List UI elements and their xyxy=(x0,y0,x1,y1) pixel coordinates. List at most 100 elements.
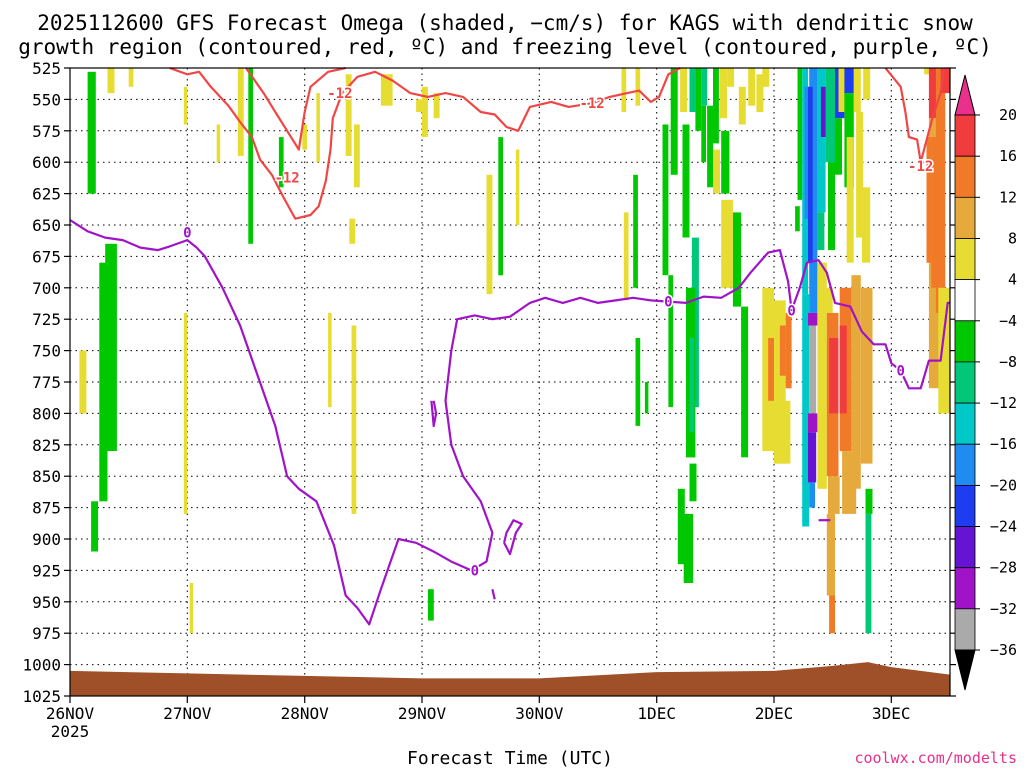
omega-cell-12 xyxy=(248,68,253,244)
y-tick-label-11: 800 xyxy=(32,404,61,423)
omega-cell-28 xyxy=(515,149,520,225)
omega-cell-82 xyxy=(817,212,825,251)
omega-cell-32 xyxy=(635,338,641,426)
omega-cell-52 xyxy=(756,74,764,112)
y-tick-label-6: 675 xyxy=(32,247,61,266)
omega-cell-62 xyxy=(721,130,730,194)
omega-cell-2 xyxy=(91,501,99,552)
omega-cell-69 xyxy=(797,68,803,200)
omega-cell-92 xyxy=(829,595,835,634)
dendritic-snow-growth-minus12-label-0: -12 xyxy=(327,86,352,102)
omega-cell-25 xyxy=(433,93,440,119)
omega-cell-107 xyxy=(865,488,873,514)
x-axis-label: Forecast Time (UTC) xyxy=(407,748,613,768)
omega-cell-14 xyxy=(302,124,307,150)
omega-cell-33 xyxy=(635,68,641,106)
omega-cell-9 xyxy=(189,583,194,634)
omega-cell-90 xyxy=(828,476,840,514)
colorbar-bin-4 xyxy=(954,238,976,281)
colorbar-bin-13 xyxy=(954,608,976,651)
freezing-level-0-line-1 xyxy=(430,400,438,428)
x-tick-label-4: 30NOV xyxy=(515,704,564,723)
omega-cell-24 xyxy=(427,589,434,621)
omega-cell-74 xyxy=(809,68,818,313)
colorbar-tick-label-10: −24 xyxy=(990,518,1017,536)
omega-cell-68 xyxy=(779,325,786,376)
y-tick-label-18: 975 xyxy=(32,624,61,643)
y-tick-label-3: 600 xyxy=(32,153,61,172)
omega-cell-98 xyxy=(846,137,854,263)
omega-cell-26 xyxy=(486,174,493,295)
omega-cell-73 xyxy=(804,86,810,219)
omega-cell-7 xyxy=(183,86,188,125)
colorbar-bin-1 xyxy=(954,114,976,157)
y-tick-label-10: 775 xyxy=(32,373,61,392)
contour-lines xyxy=(69,66,950,626)
y-tick-label-16: 925 xyxy=(32,561,61,580)
x-tick-label-6: 2DEC xyxy=(755,704,794,723)
grid-lines xyxy=(70,68,950,696)
omega-cell-19 xyxy=(351,325,357,514)
omega-cell-104 xyxy=(856,112,864,238)
colorbar-bin-2 xyxy=(954,155,976,198)
omega-cell-10 xyxy=(216,124,221,163)
colorbar-bin-12 xyxy=(954,567,976,610)
colorbar-bin-7 xyxy=(954,361,976,404)
omega-cell-60 xyxy=(732,212,742,307)
dendritic-snow-growth-minus12-line-0 xyxy=(169,66,681,220)
omega-cell-30 xyxy=(623,212,629,301)
omega-cell-1 xyxy=(87,71,96,194)
x-tick-label-2: 28NOV xyxy=(281,704,330,723)
omega-cell-39 xyxy=(682,124,690,238)
colorbar-bin-5 xyxy=(954,279,976,322)
y-tick-label-4: 625 xyxy=(32,185,61,204)
omega-cell-56 xyxy=(677,488,685,565)
chart-title-line-2: growth region (contoured, red, ºC) and f… xyxy=(18,35,992,59)
omega-cell-89 xyxy=(829,338,839,414)
y-tick-label-19: 1000 xyxy=(22,656,61,675)
ground-surface xyxy=(70,662,950,696)
colorbar-tick-label-1: 16 xyxy=(999,147,1017,165)
colorbar-tick-label-2: 12 xyxy=(999,188,1017,206)
omega-cell-49 xyxy=(727,68,735,87)
omega-cell-57 xyxy=(683,513,694,583)
x-tick-label-5: 1DEC xyxy=(637,704,676,723)
omega-cell-115 xyxy=(935,68,946,313)
omega-cell-45 xyxy=(707,105,713,188)
omega-cell-51 xyxy=(748,68,756,106)
omega-cell-109 xyxy=(863,68,871,100)
omega-cell-48 xyxy=(720,68,727,119)
omega-cell-103 xyxy=(853,68,861,112)
omega-cell-50 xyxy=(738,86,746,125)
dendritic-snow-growth-minus12-label-2: -12 xyxy=(274,170,299,186)
omega-cell-84 xyxy=(820,86,827,137)
x-tick-label-1: 27NOV xyxy=(163,704,212,723)
omega-cell-116 xyxy=(938,287,950,414)
y-axis-ticks: 525 550 575 600 625 650 675 700 725 750 775 800 825 8… xyxy=(22,59,956,706)
omega-cell-102 xyxy=(851,275,861,489)
colorbar-tick-label-13: −36 xyxy=(990,641,1017,659)
omega-shading xyxy=(79,68,950,634)
y-tick-label-1: 550 xyxy=(32,90,61,109)
omega-cell-66 xyxy=(783,400,791,464)
contour-labels: -12 -12 -12 -12 0 0 0 0 0 xyxy=(182,85,935,581)
y-tick-label-2: 575 xyxy=(32,122,61,141)
omega-cell-4 xyxy=(105,243,117,451)
colorbar-tick-label-3: 8 xyxy=(1008,230,1017,248)
colorbar-tick-label-12: −32 xyxy=(990,600,1017,618)
omega-cell-117 xyxy=(940,68,950,94)
y-tick-label-9: 750 xyxy=(32,342,61,361)
colorbar-bin-9 xyxy=(954,443,976,486)
omega-cell-34 xyxy=(644,382,649,414)
omega-cell-23 xyxy=(422,86,428,137)
freezing-level-0-label-3: 0 xyxy=(471,563,479,579)
omega-cell-70 xyxy=(795,206,800,232)
omega-cell-40 xyxy=(689,68,696,112)
omega-cell-64 xyxy=(768,338,778,401)
omega-cell-22 xyxy=(416,99,422,112)
colorbar-bottom-triangle xyxy=(954,649,976,691)
omega-cell-91 xyxy=(826,513,835,596)
ground-fill xyxy=(70,662,950,696)
dendritic-snow-growth-minus12-line-2 xyxy=(884,67,946,164)
